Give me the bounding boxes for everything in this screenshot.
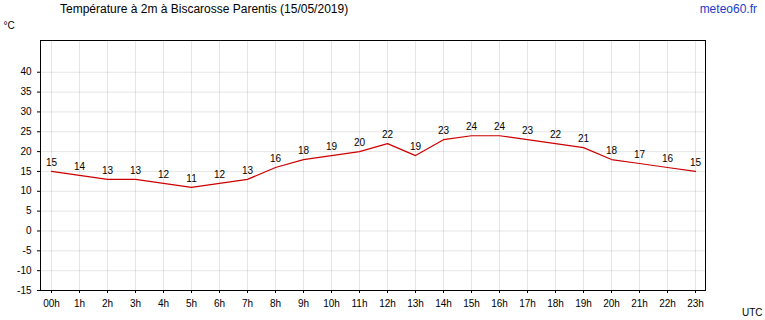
svg-text:12: 12 <box>214 169 226 180</box>
svg-text:22h: 22h <box>659 298 676 309</box>
svg-text:30: 30 <box>20 106 32 117</box>
svg-text:19: 19 <box>326 141 338 152</box>
svg-text:24: 24 <box>494 121 506 132</box>
svg-text:13: 13 <box>242 165 254 176</box>
svg-text:15: 15 <box>46 157 58 168</box>
svg-text:19h: 19h <box>575 298 592 309</box>
svg-text:40: 40 <box>20 66 32 77</box>
svg-text:11h: 11h <box>352 298 368 309</box>
svg-text:22: 22 <box>382 129 394 140</box>
svg-text:16h: 16h <box>491 298 508 309</box>
svg-text:15h: 15h <box>463 298 480 309</box>
svg-text:15: 15 <box>690 157 702 168</box>
html-text:Température à 2m à Biscarosse: Température à 2m à Biscarosse Parentis (… <box>60 2 349 16</box>
svg-text:16: 16 <box>662 153 674 164</box>
svg-text:21h: 21h <box>631 298 648 309</box>
html-text:meteo60.fr: meteo60.fr <box>699 2 757 16</box>
svg-text:17h: 17h <box>519 298 536 309</box>
svg-text:17: 17 <box>634 149 646 160</box>
svg-text:18h: 18h <box>547 298 564 309</box>
svg-text:14h: 14h <box>435 298 452 309</box>
svg-text:0: 0 <box>26 225 32 236</box>
svg-text:12: 12 <box>158 169 170 180</box>
svg-text:1h: 1h <box>74 298 85 309</box>
svg-text:20: 20 <box>354 137 366 148</box>
svg-text:7h: 7h <box>242 298 253 309</box>
svg-text:20h: 20h <box>603 298 620 309</box>
svg-text:00h: 00h <box>43 298 60 309</box>
svg-text:21: 21 <box>578 133 590 144</box>
svg-text:19: 19 <box>410 141 422 152</box>
svg-text:24: 24 <box>466 121 478 132</box>
svg-text:15: 15 <box>20 166 32 177</box>
svg-text:-15: -15 <box>17 285 32 296</box>
svg-text:10: 10 <box>20 185 32 196</box>
svg-text:23: 23 <box>522 125 534 136</box>
svg-text:13h: 13h <box>407 298 424 309</box>
svg-text:°C: °C <box>4 20 15 31</box>
svg-text:10h: 10h <box>323 298 340 309</box>
svg-text:23: 23 <box>438 125 450 136</box>
svg-text:11: 11 <box>186 173 197 184</box>
svg-text:9h: 9h <box>298 298 309 309</box>
svg-text:5h: 5h <box>186 298 197 309</box>
svg-text:6h: 6h <box>214 298 225 309</box>
svg-text:12h: 12h <box>379 298 396 309</box>
svg-text:5: 5 <box>26 205 32 216</box>
svg-text:-10: -10 <box>17 265 32 276</box>
svg-text:23h: 23h <box>687 298 704 309</box>
svg-text:25: 25 <box>20 126 32 137</box>
svg-text:18: 18 <box>298 145 310 156</box>
svg-text:2h: 2h <box>102 298 113 309</box>
svg-text:13: 13 <box>130 165 142 176</box>
svg-text:20: 20 <box>20 146 32 157</box>
svg-text:8h: 8h <box>270 298 281 309</box>
svg-text:UTC: UTC <box>742 307 763 318</box>
svg-text:16: 16 <box>270 153 282 164</box>
svg-text:13: 13 <box>102 165 114 176</box>
svg-text:18: 18 <box>606 145 618 156</box>
svg-text:22: 22 <box>550 129 562 140</box>
svg-text:-5: -5 <box>23 245 32 256</box>
svg-text:35: 35 <box>20 86 32 97</box>
svg-text:4h: 4h <box>158 298 169 309</box>
svg-text:3h: 3h <box>130 298 141 309</box>
svg-text:14: 14 <box>74 161 86 172</box>
